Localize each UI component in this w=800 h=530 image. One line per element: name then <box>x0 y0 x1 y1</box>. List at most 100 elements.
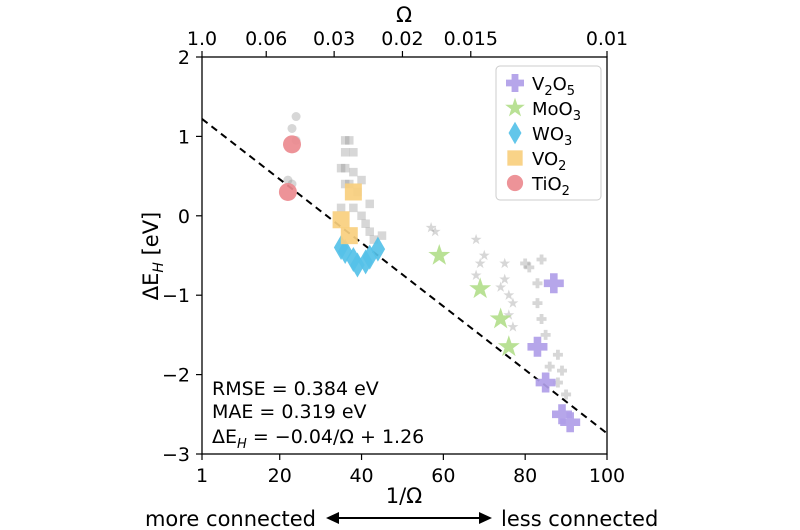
background-point <box>532 278 543 289</box>
y-tick-label: 2 <box>178 47 190 69</box>
more-connected-label: more connected <box>145 507 316 530</box>
fit-formula-text: ΔEH = −0.04/Ω + 1.26 <box>212 426 424 452</box>
background-point <box>540 329 551 340</box>
v2o5-point <box>527 336 548 357</box>
background-point <box>561 389 572 400</box>
background-point <box>429 225 441 237</box>
background-point <box>557 365 567 376</box>
series-layer <box>278 135 581 433</box>
v2o5-point <box>543 273 564 294</box>
bottom-caption: more connected less connected <box>145 507 658 530</box>
stats-annotation: RMSE = 0.384 eV MAE = 0.319 eV ΔEH = −0.… <box>212 378 424 452</box>
background-point <box>361 219 370 228</box>
background-point <box>349 148 358 157</box>
vo2-point <box>344 183 362 201</box>
background-point <box>283 175 293 185</box>
top-axis-label: Ω <box>396 3 412 27</box>
background-point <box>340 136 350 145</box>
legend-box <box>495 65 602 201</box>
background-point <box>507 321 519 332</box>
background-point <box>499 273 511 284</box>
legend-label-v2o5: V2O5 <box>532 74 575 99</box>
legend-marker-tio2 <box>506 174 524 192</box>
legend-marker-v2o5 <box>506 74 524 92</box>
moo3-point <box>469 277 492 299</box>
legend-label-vo2: VO2 <box>532 149 566 174</box>
background-point <box>536 254 547 265</box>
background-point <box>478 249 490 261</box>
fit-line-layer <box>201 118 608 435</box>
background-point <box>470 233 482 245</box>
background-point <box>357 211 366 221</box>
legend-marker-vo2 <box>507 150 523 166</box>
double-arrow-left-head <box>326 512 339 524</box>
x-tick-label: 1 <box>196 465 208 487</box>
top-tick-label: 0.01 <box>586 28 628 50</box>
moo3-point <box>497 335 520 357</box>
v2o5-point <box>552 404 572 425</box>
background-point <box>377 231 387 240</box>
y-tick-label: −1 <box>162 285 190 307</box>
y-tick-label: −3 <box>162 444 190 466</box>
plot-area-frame <box>201 56 608 455</box>
vo2-point <box>340 227 358 245</box>
rmse-text: RMSE = 0.384 eV <box>212 378 379 400</box>
legend-marker-moo3 <box>505 97 525 117</box>
fit-formula-rhs: = −0.04/Ω + 1.26 <box>247 426 424 448</box>
tio2-point <box>278 182 297 201</box>
mae-text: MAE = 0.319 eV <box>212 401 367 423</box>
background-point <box>552 377 563 388</box>
y-tick-label: 0 <box>178 206 190 228</box>
background-point <box>524 262 535 273</box>
legend-label-moo3: MoO3 <box>532 99 581 124</box>
legend-label-tio2: TiO2 <box>531 174 570 199</box>
x-tick-label: 80 <box>513 465 537 487</box>
background-point <box>336 203 346 213</box>
v2o5-point <box>535 372 556 393</box>
vo2-point <box>332 211 350 229</box>
legend-label-wo3: WO3 <box>532 124 572 149</box>
ticks-layer: 1 20 40 60 80 100 −3 −2 −1 0 1 21.0 0.06 0.03 0.02 0.01… <box>162 28 628 487</box>
background-point <box>291 112 301 122</box>
moo3-point <box>489 307 512 329</box>
background-point <box>495 281 507 292</box>
background-point <box>369 235 379 244</box>
tio2-point <box>283 135 301 154</box>
background-point <box>520 258 531 269</box>
background-point <box>287 123 297 133</box>
y-tick-label: −2 <box>162 365 190 387</box>
background-point <box>532 298 543 309</box>
background-point <box>340 163 350 173</box>
moo3-point <box>428 244 451 265</box>
top-tick-label: 0.03 <box>313 28 355 50</box>
top-tick-label: 1.0 <box>187 28 217 50</box>
fit-formula-sub: H <box>237 437 247 452</box>
wo3-point <box>370 236 386 262</box>
legend-marker-wo3 <box>508 121 522 145</box>
y-tick-label: 1 <box>178 126 190 148</box>
background-point <box>503 309 515 320</box>
x-axis-label: 1/Ω <box>386 484 422 508</box>
top-tick-label: 0.02 <box>381 28 423 50</box>
background-point <box>345 136 354 145</box>
background-point <box>340 148 350 157</box>
background-point <box>499 257 511 269</box>
background-point <box>536 314 547 325</box>
background-point <box>507 297 519 308</box>
wo3-point <box>362 244 377 270</box>
x-tick-label: 40 <box>349 465 373 487</box>
v2o5-point <box>560 412 581 433</box>
fit-line <box>201 118 608 435</box>
x-tick-label: 60 <box>431 465 455 487</box>
y-axis-label: ΔEH [eV] <box>139 212 167 301</box>
x-tick-label: 20 <box>268 465 292 487</box>
background-point <box>365 199 374 209</box>
background-point <box>544 361 555 372</box>
x-tick-label: 100 <box>589 465 625 487</box>
background-point <box>365 227 374 236</box>
background-point <box>349 203 358 213</box>
less-connected-label: less connected <box>501 507 658 530</box>
background-point <box>349 167 358 177</box>
